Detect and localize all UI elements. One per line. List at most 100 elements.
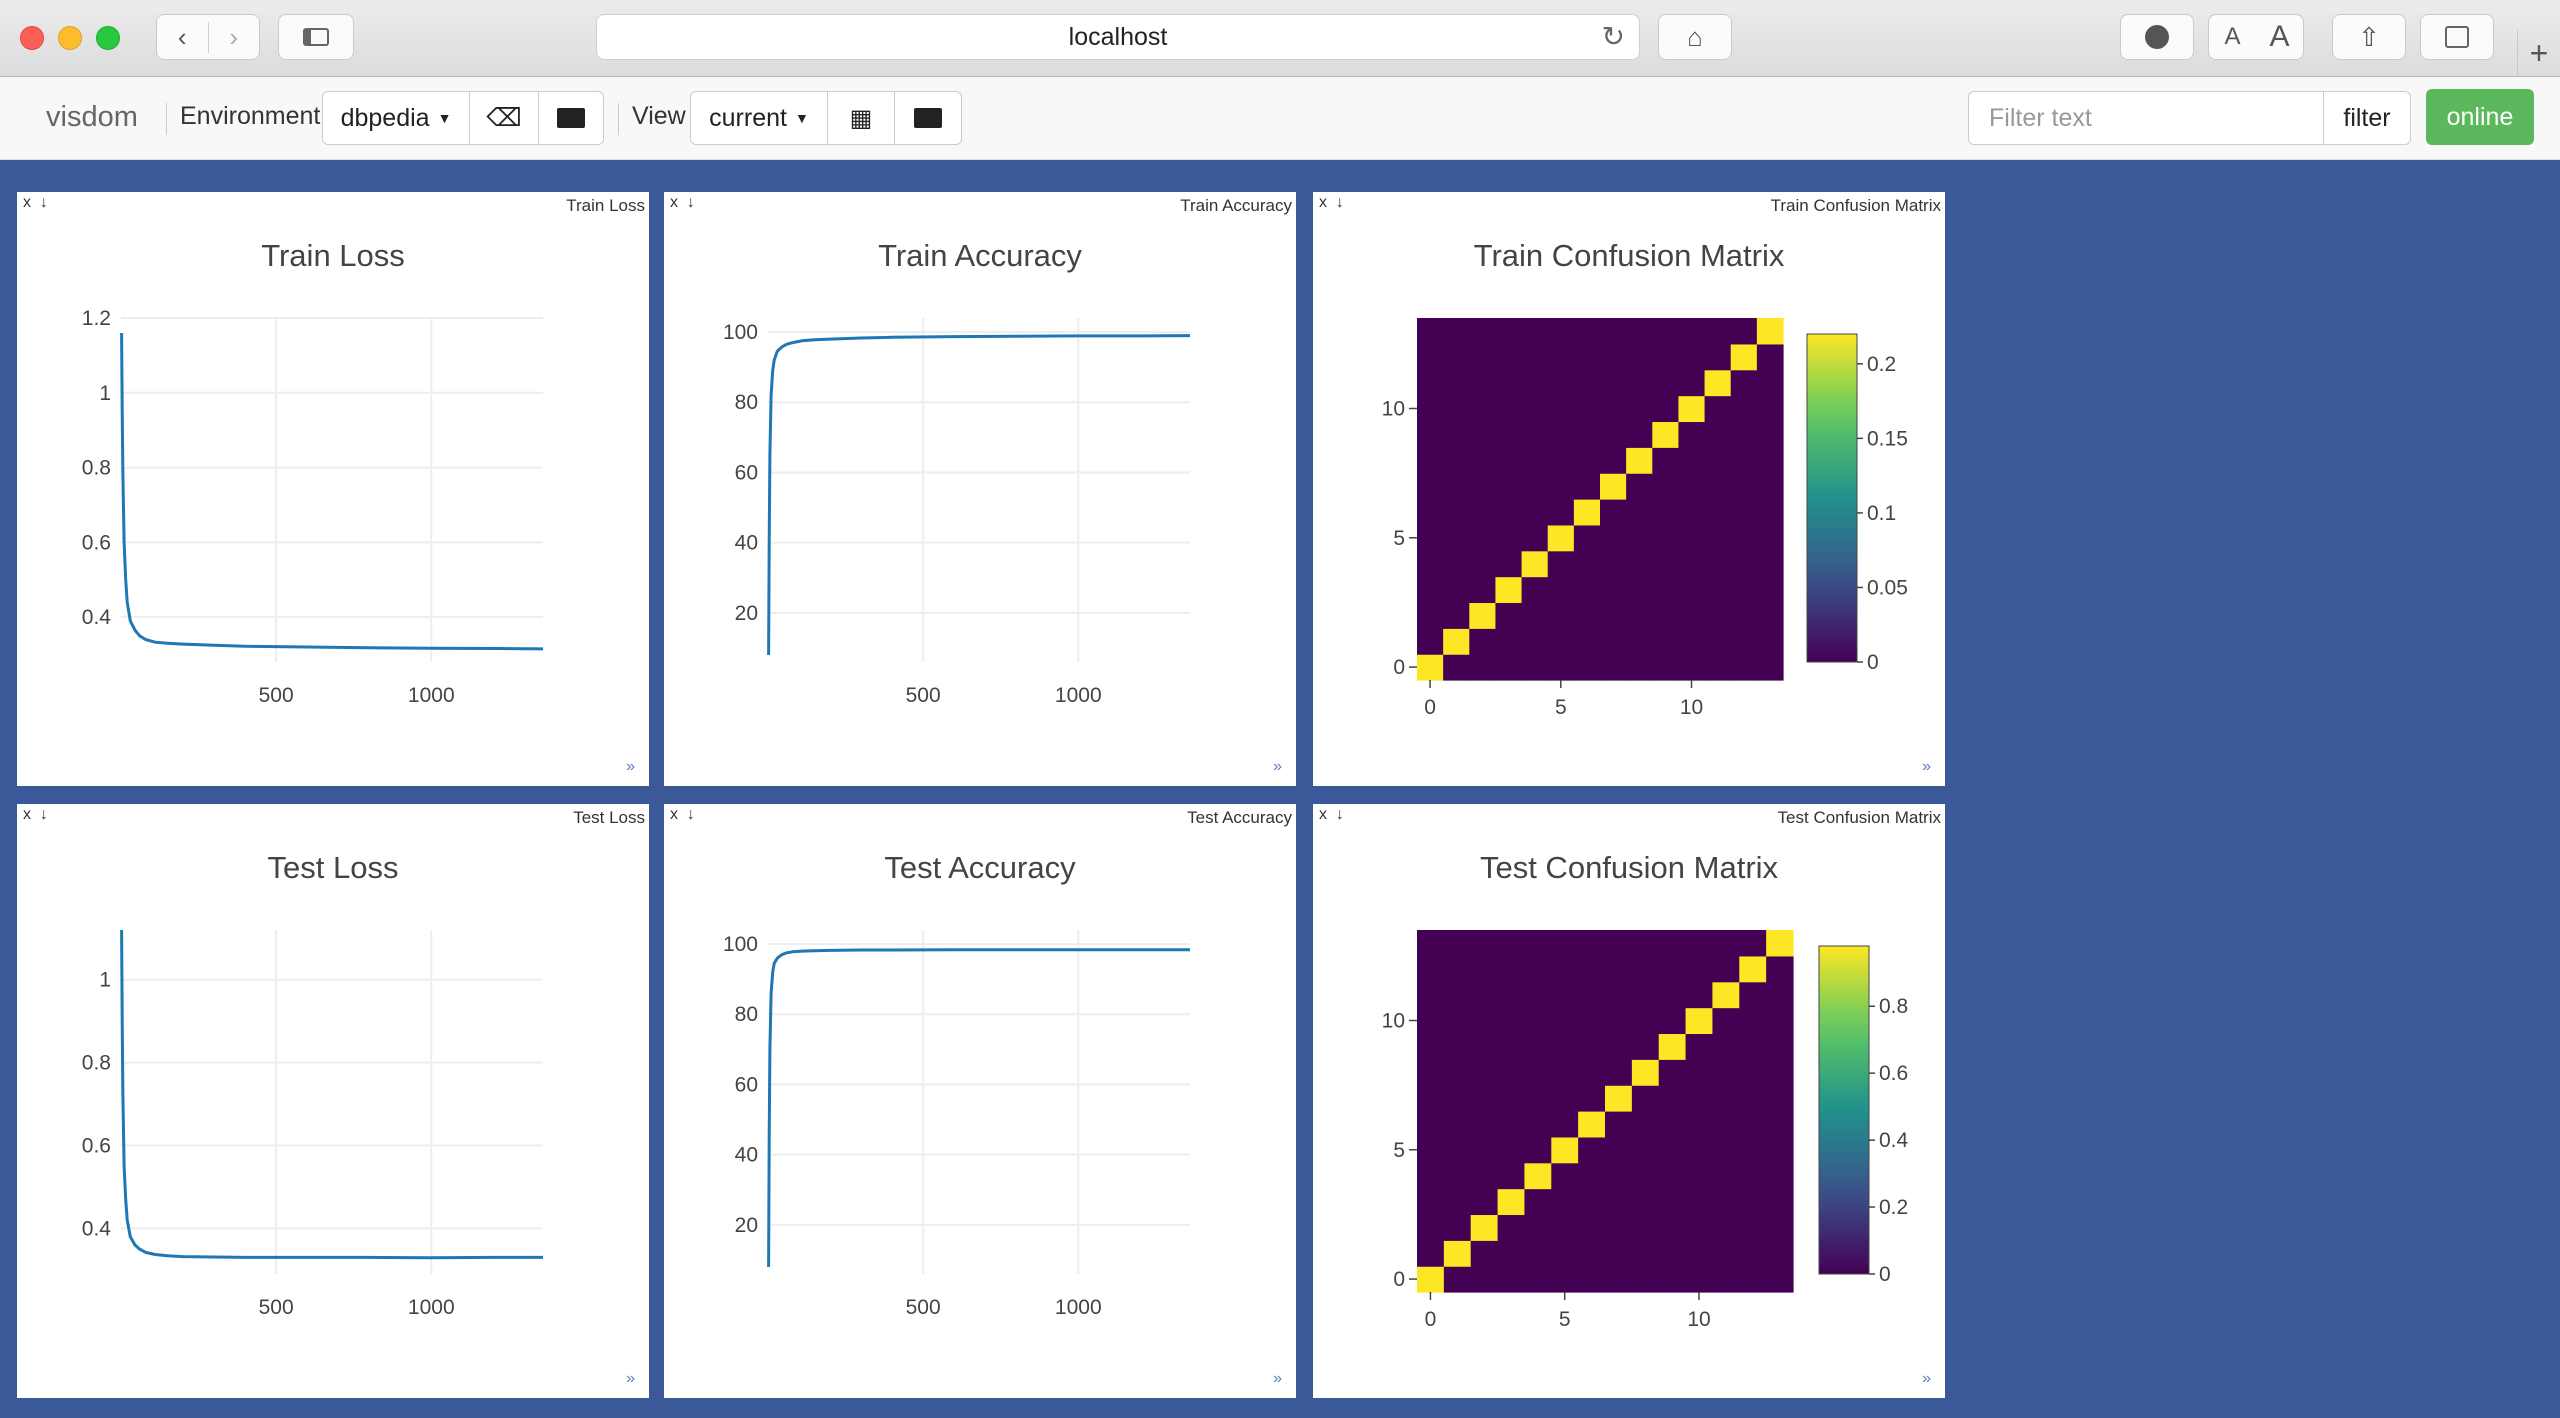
heatmap-cell <box>1712 1111 1740 1138</box>
heatmap-cell <box>1658 930 1687 957</box>
heatmap-cell <box>1417 447 1444 474</box>
filter-text-input[interactable] <box>1968 91 2324 145</box>
close-window-button[interactable] <box>20 26 44 50</box>
reload-icon[interactable]: ↻ <box>1601 21 1625 52</box>
heatmap-cell <box>1443 981 1472 1009</box>
heatmap-cell <box>1626 343 1653 371</box>
heatmap-cell <box>1470 1240 1499 1267</box>
download-pane-icon[interactable]: ↓ <box>39 806 48 823</box>
heatmap-cell <box>1652 576 1680 604</box>
text-size-buttons[interactable]: A A <box>2208 14 2304 60</box>
view-dropdown[interactable]: current ▼ <box>690 91 828 145</box>
close-pane-icon[interactable]: x <box>1319 194 1327 211</box>
heatmap-cell <box>1756 447 1784 474</box>
resize-handle-icon[interactable]: » <box>626 758 635 775</box>
close-pane-icon[interactable]: x <box>670 806 678 823</box>
chevron-right-icon[interactable]: › <box>229 21 239 52</box>
chevron-left-icon[interactable]: ‹ <box>157 21 209 53</box>
pane-train-loss[interactable]: x ↓ Train Loss » Train Loss 500 1000 0.4 0.6 0.8… <box>17 192 649 786</box>
pane-test-accuracy[interactable]: x ↓ Test Accuracy » Test Accuracy 500 1000 20 4… <box>664 804 1296 1398</box>
heatmap-cell <box>1495 550 1523 578</box>
heatmap-cell <box>1521 343 1549 371</box>
grid-icon: ▦ <box>849 104 873 132</box>
heatmap-cell <box>1443 524 1470 552</box>
heatmap-cell <box>1495 524 1523 552</box>
pane-test-confusion[interactable]: x ↓ Test Confusion Matrix » Test Confusion … <box>1313 804 1945 1398</box>
heatmap-cell <box>1730 369 1758 397</box>
heatmap-cell <box>1631 1240 1660 1267</box>
resize-handle-icon[interactable]: » <box>1922 1370 1931 1387</box>
back-forward-buttons[interactable]: ‹ › <box>156 14 260 60</box>
clear-environment-button[interactable]: ⌫ <box>469 91 539 145</box>
resize-handle-icon[interactable]: » <box>1273 758 1282 775</box>
close-pane-icon[interactable]: x <box>23 806 31 823</box>
y-tick-label: 80 <box>735 1003 758 1026</box>
minimize-window-button[interactable] <box>58 26 82 50</box>
heatmap-cell <box>1551 1085 1579 1112</box>
download-pane-icon[interactable]: ↓ <box>686 194 695 211</box>
heatmap-cell <box>1443 955 1472 983</box>
close-pane-icon[interactable]: x <box>23 194 31 211</box>
filter-button[interactable]: filter <box>2323 91 2411 145</box>
repack-layout-button[interactable]: ▦ <box>827 91 895 145</box>
heatmap-cell <box>1631 1188 1660 1216</box>
heatmap-cell <box>1521 447 1549 474</box>
manage-views-button[interactable] <box>894 91 962 145</box>
series-line <box>767 948 1190 1268</box>
download-pane-icon[interactable]: ↓ <box>686 806 695 823</box>
heatmap-cell <box>1704 395 1732 423</box>
sidebar-toggle-button[interactable] <box>278 14 354 60</box>
heatmap-cell <box>1443 1188 1472 1216</box>
online-status-button[interactable]: online <box>2426 89 2534 145</box>
download-pane-icon[interactable]: ↓ <box>1335 194 1344 211</box>
close-pane-icon[interactable]: x <box>670 194 678 211</box>
caret-down-icon: ▼ <box>437 110 452 126</box>
resize-handle-icon[interactable]: » <box>626 1370 635 1387</box>
view-label: View <box>632 102 686 130</box>
pane-train-accuracy[interactable]: x ↓ Train Accuracy » Train Accuracy 500 1000 2… <box>664 192 1296 786</box>
heatmap-cell <box>1652 318 1680 345</box>
heatmap-cell <box>1551 1266 1579 1293</box>
heatmap-cell <box>1470 981 1499 1009</box>
close-pane-icon[interactable]: x <box>1319 806 1327 823</box>
heatmap-cell <box>1551 1033 1579 1060</box>
text-smaller-icon[interactable]: A <box>2224 23 2241 50</box>
home-button[interactable]: ⌂ <box>1658 14 1732 60</box>
download-pane-icon[interactable]: ↓ <box>39 194 48 211</box>
heatmap-cell <box>1678 421 1706 448</box>
y-tick-label: 1 <box>99 969 111 992</box>
heatmap-cell <box>1547 369 1575 397</box>
tabs-overview-button[interactable] <box>2420 14 2494 60</box>
heatmap-cell <box>1578 1136 1606 1164</box>
new-tab-button[interactable]: + <box>2517 30 2560 76</box>
heatmap-cell <box>1443 318 1470 345</box>
heatmap-cell <box>1678 628 1706 655</box>
resize-handle-icon[interactable]: » <box>1273 1370 1282 1387</box>
heatmap-cell <box>1652 369 1680 397</box>
manage-environments-button[interactable] <box>538 91 604 145</box>
heatmap-cell <box>1626 576 1653 604</box>
pane-train-confusion[interactable]: x ↓ Train Confusion Matrix » Train Confusio… <box>1313 192 1945 786</box>
maximize-window-button[interactable] <box>96 26 120 50</box>
text-larger-icon[interactable]: A <box>2269 20 2290 53</box>
heatmap-cell <box>1739 1111 1767 1138</box>
heatmap-cell <box>1497 1188 1526 1216</box>
environment-dropdown[interactable]: dbpedia ▼ <box>322 91 470 145</box>
heatmap-cell <box>1443 1085 1472 1112</box>
address-bar[interactable]: localhost ↻ <box>596 14 1640 60</box>
heatmap-cell <box>1600 421 1627 448</box>
heatmap-cell <box>1756 628 1784 655</box>
resize-handle-icon[interactable]: » <box>1922 758 1931 775</box>
heatmap-cell <box>1417 318 1444 345</box>
extension-button[interactable] <box>2120 14 2194 60</box>
heatmap-cell <box>1573 473 1601 500</box>
series-line <box>120 332 544 651</box>
share-button[interactable]: ⇧ <box>2332 14 2406 60</box>
heatmap-cell <box>1626 395 1653 423</box>
heatmap-cell <box>1443 628 1470 655</box>
heatmap-cell <box>1678 447 1706 474</box>
pane-test-loss[interactable]: x ↓ Test Loss » Test Loss 500 1000 0.4 0.6 0.8 1 <box>17 804 649 1398</box>
heatmap-cell <box>1652 343 1680 371</box>
heatmap-cell <box>1712 1188 1740 1216</box>
download-pane-icon[interactable]: ↓ <box>1335 806 1344 823</box>
